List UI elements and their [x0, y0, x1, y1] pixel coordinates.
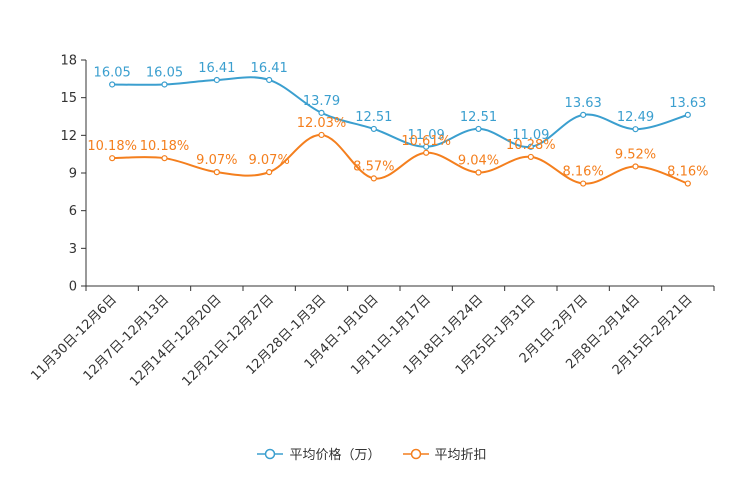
- series-discount-data-label: 9.52%: [615, 147, 656, 162]
- legend: 平均价格（万） 平均折扣: [0, 444, 744, 463]
- series-discount-data-label: 10.18%: [140, 139, 190, 154]
- line-chart: 036912151811月30日-12月6日12月7日-12月13日12月14日…: [28, 54, 715, 390]
- series-price-point[interactable]: [266, 76, 273, 84]
- legend-item-price[interactable]: 平均价格（万）: [257, 444, 381, 463]
- series-price-point[interactable]: [423, 143, 430, 150]
- series-discount-data-label: 10.28%: [506, 138, 556, 153]
- series-discount-point[interactable]: [266, 169, 273, 176]
- series-discount-data-label: 8.57%: [353, 159, 394, 174]
- y-tick-label: 15: [60, 91, 77, 106]
- series-price-point[interactable]: [213, 76, 220, 84]
- series-discount-data-label: 9.04%: [458, 153, 499, 168]
- series-discount-point[interactable]: [109, 155, 116, 162]
- x-tick-label: 12月14日-12月20日: [127, 292, 224, 389]
- series-price-point[interactable]: [684, 111, 691, 118]
- series-price-data-label: 13.63: [669, 96, 706, 111]
- x-tick-label: 11月30日-12月6日: [28, 292, 120, 384]
- y-tick-label: 0: [69, 280, 77, 295]
- series-discount-data-label: 8.16%: [667, 165, 708, 180]
- series-price-data-label: 16.05: [94, 65, 131, 80]
- y-tick-label: 18: [60, 54, 77, 69]
- series-discount-data-label: 9.07%: [249, 153, 290, 168]
- series-price-data-label: 13.63: [565, 96, 602, 111]
- y-tick-label: 9: [69, 167, 77, 182]
- series-price-data-label: 12.51: [355, 110, 392, 125]
- series-layer: 16.05 16.05 16.41 16.41 13.79 12.51 11.09 12.51…: [87, 61, 708, 187]
- series-price-point[interactable]: [318, 109, 325, 116]
- series-discount-point[interactable]: [318, 131, 325, 139]
- legend-discount-marker-icon: [402, 448, 429, 459]
- series-discount-point[interactable]: [161, 155, 168, 162]
- series-discount-data-label: 12.03%: [297, 116, 347, 131]
- series-price-point[interactable]: [370, 125, 377, 133]
- series-price-point[interactable]: [475, 125, 482, 133]
- series-discount-point[interactable]: [475, 169, 482, 176]
- series-price-data-label: 12.51: [460, 110, 497, 125]
- series-discount-data-label: 10.61%: [401, 134, 451, 149]
- series-price-point[interactable]: [632, 126, 639, 133]
- series-price-point[interactable]: [580, 111, 587, 118]
- axes: 036912151811月30日-12月6日12月7日-12月13日12月14日…: [28, 54, 715, 390]
- series-price-data-label: 16.41: [251, 61, 288, 76]
- series-price-data-label: 13.79: [303, 94, 340, 109]
- series-discount-point[interactable]: [580, 180, 587, 187]
- series-discount: 10.18% 10.18% 9.07% 9.07% 12.03% 8.57% 10.61% 9…: [87, 116, 708, 187]
- series-discount-point[interactable]: [527, 153, 534, 161]
- series-price-point[interactable]: [109, 81, 116, 88]
- y-tick-label: 6: [69, 204, 77, 219]
- series-discount-point[interactable]: [632, 163, 639, 170]
- series-discount-data-label: 9.07%: [196, 153, 237, 168]
- legend-price-marker-icon: [257, 448, 284, 459]
- series-price-line: [112, 76, 689, 148]
- x-tick-label: 12月21日-12月27日: [180, 292, 277, 389]
- series-discount-data-label: 8.16%: [563, 165, 604, 180]
- series-discount-point[interactable]: [684, 180, 691, 187]
- series-price: 16.05 16.05 16.41 16.41 13.79 12.51 11.09 12.51…: [94, 61, 706, 150]
- series-discount-point[interactable]: [213, 169, 220, 176]
- series-price-data-label: 16.41: [198, 61, 235, 76]
- series-price-data-label: 12.49: [617, 110, 654, 125]
- y-tick-label: 12: [60, 129, 77, 144]
- series-price-point[interactable]: [527, 143, 534, 150]
- legend-discount-label: 平均折扣: [434, 448, 487, 463]
- y-tick-label: 3: [69, 242, 77, 257]
- series-discount-point[interactable]: [370, 175, 377, 182]
- series-discount-data-label: 10.18%: [87, 139, 137, 154]
- series-price-data-label: 11.09: [512, 128, 549, 143]
- series-price-data-label: 16.05: [146, 65, 183, 80]
- series-price-data-label: 11.09: [408, 128, 445, 143]
- series-price-point[interactable]: [161, 81, 168, 88]
- series-discount-point[interactable]: [423, 149, 430, 156]
- legend-price-label: 平均价格（万）: [289, 448, 381, 463]
- legend-item-discount[interactable]: 平均折扣: [402, 444, 487, 463]
